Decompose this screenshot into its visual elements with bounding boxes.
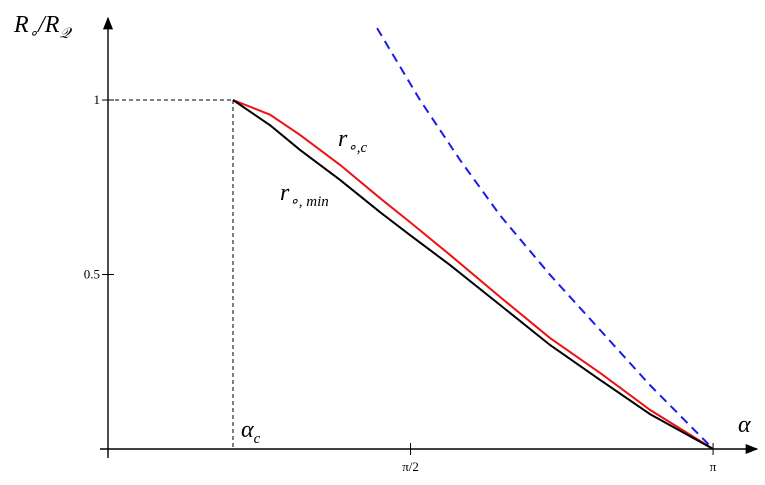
y-axis-label-sub: 𝒬 [59, 26, 72, 42]
line [376, 27, 714, 450]
line [232, 99, 714, 450]
series-label-sub: ∘,c [347, 140, 367, 156]
series-label-base: r [338, 126, 348, 152]
series-label-sub: ∘, min [289, 194, 328, 210]
series-label-base: r [280, 180, 290, 206]
x-tick-label: π [710, 459, 717, 474]
series-label: r∘, min [280, 180, 329, 210]
y-tick-label: 0.5 [84, 267, 100, 282]
x-axis-label-base: α [738, 412, 751, 438]
y-axis-label-base: /R [36, 12, 60, 38]
x-axis-label: α [738, 412, 751, 438]
series-label: r∘,c [338, 126, 367, 156]
y-axis-label-sub: ∘ [29, 26, 38, 42]
x-tick-label: π/2 [402, 459, 419, 474]
y-axis-label-base: R [13, 12, 29, 38]
y-axis-label: R∘/R𝒬 [13, 12, 72, 42]
y-tick-label: 1 [94, 92, 101, 107]
critical-label-sub: c [254, 431, 261, 447]
critical-label: αc [241, 417, 261, 447]
critical-label-base: α [241, 417, 254, 443]
line [232, 99, 714, 450]
